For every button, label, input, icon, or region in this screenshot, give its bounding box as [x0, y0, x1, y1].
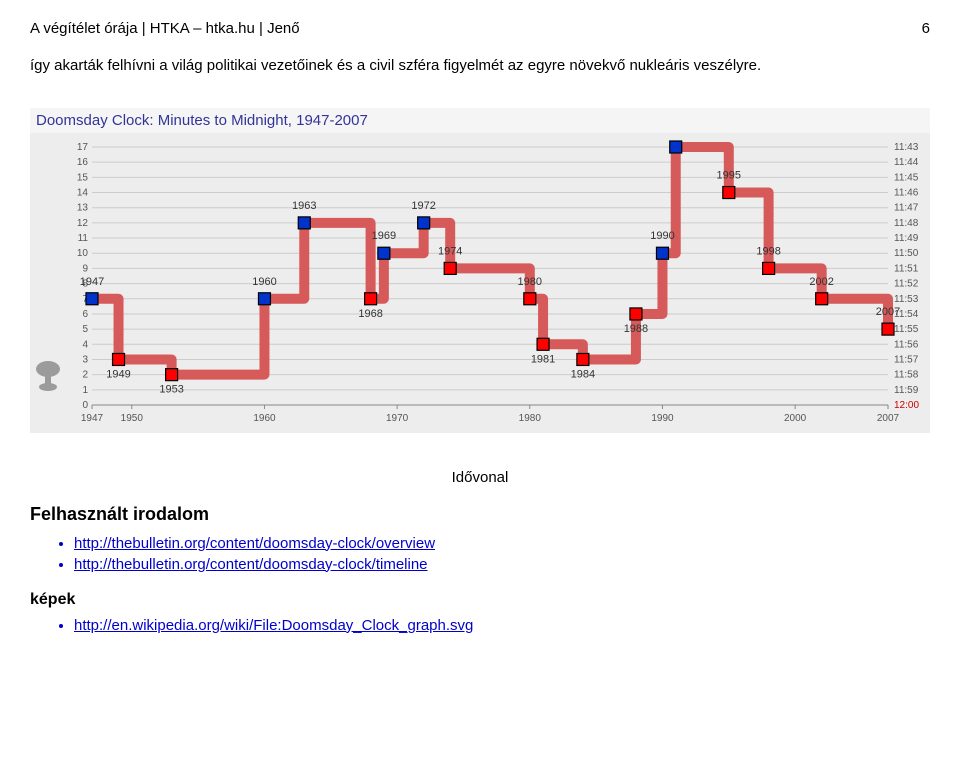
svg-text:1: 1: [82, 384, 88, 395]
svg-text:1970: 1970: [386, 413, 409, 424]
svg-text:2000: 2000: [784, 413, 807, 424]
svg-text:0: 0: [82, 400, 88, 411]
links-irodalom: http://thebulletin.org/content/doomsday-…: [30, 535, 930, 573]
svg-text:5: 5: [82, 324, 88, 335]
svg-text:1974: 1974: [438, 245, 462, 257]
svg-text:11:49: 11:49: [894, 233, 919, 244]
svg-text:11:57: 11:57: [894, 354, 919, 365]
svg-text:1980: 1980: [518, 275, 542, 287]
svg-text:11:53: 11:53: [894, 293, 919, 304]
links-kepek: http://en.wikipedia.org/wiki/File:Doomsd…: [30, 617, 930, 634]
svg-text:1950: 1950: [121, 413, 144, 424]
svg-text:11:45: 11:45: [894, 172, 919, 183]
mushroom-cloud-icon: [30, 133, 64, 433]
svg-text:13: 13: [77, 202, 89, 213]
doomsday-chart: Doomsday Clock: Minutes to Midnight, 194…: [30, 108, 930, 433]
svg-text:11:51: 11:51: [894, 263, 919, 274]
svg-text:1947: 1947: [81, 413, 104, 424]
svg-text:2: 2: [82, 369, 88, 380]
svg-text:2007: 2007: [877, 413, 900, 424]
link-timeline[interactable]: http://thebulletin.org/content/doomsday-…: [74, 556, 930, 573]
svg-text:1995: 1995: [717, 169, 741, 181]
svg-text:12: 12: [77, 217, 89, 228]
svg-text:11:59: 11:59: [894, 384, 919, 395]
svg-text:11:48: 11:48: [894, 217, 919, 228]
svg-text:1949: 1949: [106, 368, 130, 380]
svg-text:14: 14: [77, 187, 89, 198]
svg-text:1960: 1960: [252, 275, 276, 287]
page-header: A végítélet órája | HTKA – htka.hu | Jen…: [30, 20, 930, 37]
section-kepek-title: képek: [30, 591, 930, 609]
svg-text:11:44: 11:44: [894, 157, 919, 168]
svg-text:11:55: 11:55: [894, 324, 919, 335]
svg-text:6: 6: [82, 308, 88, 319]
link-overview[interactable]: http://thebulletin.org/content/doomsday-…: [74, 535, 930, 552]
svg-text:1988: 1988: [624, 322, 648, 334]
svg-text:11:50: 11:50: [894, 248, 919, 259]
svg-text:4: 4: [82, 339, 88, 350]
svg-text:11:46: 11:46: [894, 187, 919, 198]
svg-text:1984: 1984: [571, 368, 595, 380]
svg-text:2002: 2002: [809, 275, 833, 287]
svg-text:1968: 1968: [358, 307, 382, 319]
svg-text:1998: 1998: [756, 245, 780, 257]
header-left: A végítélet órája | HTKA – htka.hu | Jen…: [30, 20, 300, 37]
svg-text:11:47: 11:47: [894, 202, 919, 213]
svg-text:11:56: 11:56: [894, 339, 919, 350]
svg-text:17: 17: [77, 142, 89, 153]
svg-text:11:52: 11:52: [894, 278, 919, 289]
svg-text:10: 10: [77, 248, 89, 259]
svg-text:1947: 1947: [80, 275, 104, 287]
svg-text:1980: 1980: [519, 413, 542, 424]
svg-text:1969: 1969: [372, 230, 396, 242]
svg-text:1990: 1990: [651, 413, 674, 424]
svg-text:3: 3: [82, 354, 88, 365]
chart-plot: 0 12:00 1 11:59 2 11:58 3 11:57 4 11:56 5 11:55 6 11:…: [64, 133, 930, 433]
svg-text:11:58: 11:58: [894, 369, 919, 380]
svg-text:16: 16: [77, 157, 89, 168]
svg-text:1972: 1972: [411, 199, 435, 211]
svg-text:1953: 1953: [159, 383, 183, 395]
chart-caption: Idővonal: [30, 469, 930, 486]
chart-title: Doomsday Clock: Minutes to Midnight, 194…: [30, 108, 930, 133]
svg-text:11: 11: [78, 233, 89, 244]
svg-text:9: 9: [82, 263, 88, 274]
svg-text:1960: 1960: [253, 413, 276, 424]
svg-text:1981: 1981: [531, 353, 555, 365]
page-number: 6: [922, 20, 930, 37]
svg-text:2007: 2007: [876, 306, 900, 318]
svg-text:15: 15: [77, 172, 89, 183]
body-paragraph: így akarták felhívni a világ politikai v…: [30, 55, 930, 78]
svg-text:12:00: 12:00: [894, 400, 919, 411]
link-wikipedia-svg[interactable]: http://en.wikipedia.org/wiki/File:Doomsd…: [74, 617, 930, 634]
svg-text:1963: 1963: [292, 199, 316, 211]
svg-text:11:43: 11:43: [894, 142, 919, 153]
svg-text:1991: 1991: [663, 133, 687, 136]
svg-text:1990: 1990: [650, 230, 674, 242]
section-irodalom-title: Felhasznált irodalom: [30, 504, 930, 525]
